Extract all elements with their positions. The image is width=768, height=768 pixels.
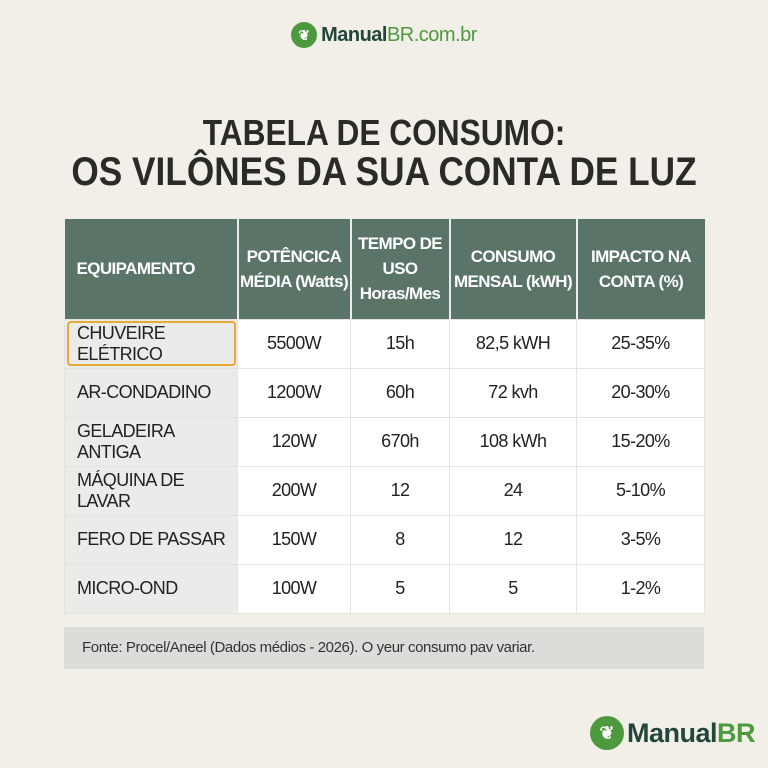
value-cell: 20-30% [576, 367, 705, 418]
value-cell: 100W [237, 563, 351, 614]
value-cell: 670h [350, 416, 450, 467]
column-header: TEMPO DE USO Horas/Mes [349, 219, 450, 319]
value-cell: 3-5% [576, 514, 705, 565]
equipment-cell: MÁQUINA DE LAVAR [64, 465, 238, 516]
equipment-cell: FERO DE PASSAR [64, 514, 238, 565]
value-cell: 60h [350, 367, 450, 418]
table-header-row: EQUIPAMENTO POTÊNCICA MÉDIA (Watts) TEMPO … [64, 219, 705, 319]
brand-name-suffix: BR.com.br [386, 23, 477, 46]
column-header: CONSUMO MENSAL (kWH) [448, 219, 577, 319]
value-cell: 5500W [237, 318, 351, 369]
value-cell: 150W [237, 514, 351, 565]
value-cell: 72 kvh [449, 367, 577, 418]
brand-logo-bottom: ❦ ManualBR [590, 716, 756, 750]
value-cell: 1200W [237, 367, 351, 418]
brand-logo-top: ❦ ManualBR.com.br [0, 22, 768, 48]
column-header: IMPACTO NA CONTA (%) [575, 219, 705, 319]
value-cell: 15-20% [576, 416, 705, 467]
table-row: MÁQUINA DE LAVAR 200W 12 24 5-10% [64, 465, 705, 516]
value-cell: 108 kWh [449, 416, 577, 467]
value-cell: 1-2% [576, 563, 705, 614]
value-cell: 5-10% [576, 465, 705, 516]
value-cell: 5 [350, 563, 450, 614]
value-cell: 24 [449, 465, 577, 516]
brand-name: ManualBR [627, 717, 756, 749]
value-cell: 12 [350, 465, 450, 516]
brand-name-suffix: BR [717, 717, 756, 748]
brand-name-main: Manual [627, 717, 718, 748]
equipment-cell: CHUVEIRE ELÉTRICO [64, 318, 238, 369]
title-line-2: OS VILÔNES DA SUA CONTA DE LUZ [71, 150, 697, 194]
book-leaf-icon: ❦ [291, 22, 318, 48]
value-cell: 120W [237, 416, 351, 467]
table-row: GELADEIRA ANTIGA 120W 670h 108 kWh 15-20% [64, 416, 705, 467]
source-note: Fonte: Procel/Aneel (Dados médios - 2026… [64, 627, 704, 669]
value-cell: 12 [449, 514, 577, 565]
value-cell: 15h [350, 318, 450, 369]
consumption-table: EQUIPAMENTO POTÊNCICA MÉDIA (Watts) TEMPO … [64, 219, 705, 614]
value-cell: 5 [449, 563, 577, 614]
equipment-cell: GELADEIRA ANTIGA [64, 416, 238, 467]
title-line-1: TABELA DE CONSUMO: [202, 112, 566, 153]
value-cell: 82,5 kWH [449, 318, 577, 369]
equipment-cell: AR-CONDADINO [64, 367, 238, 418]
book-leaf-icon: ❦ [590, 716, 624, 750]
brand-name-main: Manual [321, 23, 387, 46]
value-cell: 8 [350, 514, 450, 565]
table-row: CHUVEIRE ELÉTRICO 5500W 15h 82,5 kWH 25-35% [64, 318, 705, 369]
value-cell: 25-35% [576, 318, 705, 369]
equipment-cell: MICRO-OND [64, 563, 238, 614]
value-cell: 200W [237, 465, 351, 516]
table-row: MICRO-OND 100W 5 5 1-2% [64, 563, 705, 614]
table-row: FERO DE PASSAR 150W 8 12 3-5% [64, 514, 705, 565]
column-header: POTÊNCICA MÉDIA (Watts) [236, 219, 351, 319]
column-header: EQUIPAMENTO [64, 219, 238, 319]
brand-name: ManualBR.com.br [321, 24, 477, 47]
table-row: AR-CONDADINO 1200W 60h 72 kvh 20-30% [64, 367, 705, 418]
